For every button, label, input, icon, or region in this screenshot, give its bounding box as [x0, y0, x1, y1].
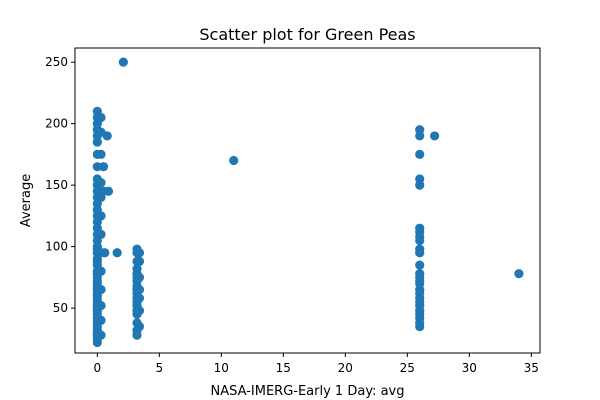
- x-axis-label: NASA-IMERG-Early 1 Day: avg: [211, 384, 405, 399]
- data-point: [415, 223, 425, 233]
- data-point: [96, 149, 106, 159]
- data-point: [415, 269, 425, 279]
- data-point: [96, 315, 106, 326]
- data-point: [415, 174, 425, 184]
- y-tick-label: 100: [45, 240, 68, 254]
- data-point: [134, 285, 145, 295]
- chart-title: Scatter plot for Green Peas: [199, 25, 415, 44]
- data-point: [96, 285, 106, 295]
- x-tick-label: 30: [462, 361, 477, 375]
- data-point: [415, 260, 425, 270]
- data-point: [98, 162, 109, 172]
- y-tick-label: 50: [53, 301, 68, 315]
- x-tick-label: 35: [524, 361, 539, 375]
- x-tick-label: 10: [214, 361, 229, 375]
- data-point: [96, 229, 106, 239]
- data-point: [96, 211, 106, 221]
- x-tick-label: 5: [155, 361, 163, 375]
- data-point: [134, 305, 145, 316]
- data-points: [92, 57, 524, 348]
- data-point: [96, 301, 106, 311]
- data-point: [430, 131, 440, 141]
- data-point: [112, 248, 122, 258]
- data-point: [415, 125, 425, 135]
- data-point: [96, 178, 106, 188]
- data-point: [134, 272, 145, 282]
- y-axis-ticks: 50 100 150 200 250: [45, 55, 75, 315]
- data-point: [102, 131, 112, 141]
- x-axis-ticks: 0 5 10 15 20 25 30 35: [93, 353, 539, 375]
- data-point: [96, 266, 106, 276]
- data-point: [118, 57, 128, 67]
- x-tick-label: 15: [276, 361, 291, 375]
- plot-frame: [74, 47, 541, 354]
- data-point: [514, 269, 524, 279]
- y-axis-label: Average: [19, 174, 34, 227]
- y-tick-label: 150: [45, 178, 68, 192]
- x-tick-label: 0: [93, 361, 101, 375]
- data-point: [134, 293, 145, 303]
- data-point: [103, 186, 114, 196]
- data-point: [134, 256, 145, 266]
- data-point: [415, 149, 425, 159]
- y-tick-label: 200: [45, 117, 68, 131]
- x-tick-label: 20: [338, 361, 353, 375]
- data-point: [134, 321, 145, 332]
- data-point: [132, 264, 142, 274]
- x-tick-label: 25: [400, 361, 415, 375]
- data-point: [96, 112, 106, 123]
- y-tick-label: 250: [45, 55, 68, 69]
- data-point: [415, 244, 425, 254]
- data-point: [96, 330, 106, 340]
- data-point: [100, 248, 110, 258]
- data-point: [134, 248, 145, 258]
- data-point: [229, 155, 239, 166]
